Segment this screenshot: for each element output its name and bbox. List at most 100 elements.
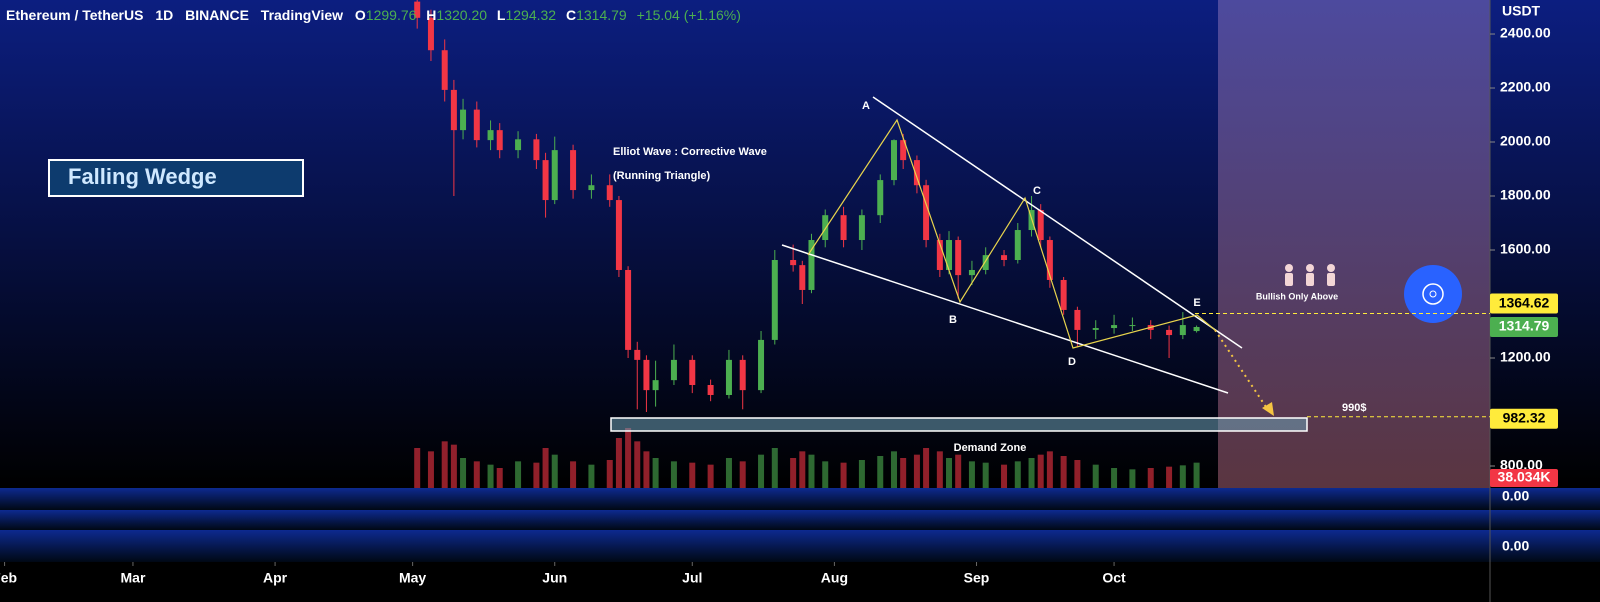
- volume-bar: [725, 458, 732, 488]
- candle-body: [790, 259, 797, 266]
- volume-bar: [670, 461, 677, 488]
- bullish-label: Bullish Only Above: [1256, 291, 1338, 301]
- interval: 1D: [155, 7, 174, 23]
- demand-zone: [610, 417, 1308, 432]
- volume-bar: [955, 454, 962, 488]
- people-icon: [1285, 264, 1335, 286]
- candle-body: [739, 359, 746, 391]
- volume-bar: [496, 468, 503, 488]
- volume-bar: [460, 458, 467, 488]
- header: Ethereum / TetherUS 1D BINANCE TradingVi…: [6, 7, 747, 23]
- candle-body: [955, 240, 962, 276]
- volume-bar: [615, 438, 622, 488]
- pattern-label: Falling Wedge: [68, 164, 217, 189]
- zone-label: Demand Zone: [954, 442, 1027, 454]
- volume-bar: [487, 464, 494, 488]
- candle-body: [460, 109, 467, 131]
- candle-body: [799, 265, 806, 290]
- volume-bar: [758, 454, 765, 488]
- candle-body: [946, 240, 953, 270]
- price-tag: [1490, 293, 1558, 314]
- projection-arrow: [1214, 329, 1269, 411]
- x-tick-label: Oct: [1102, 570, 1126, 586]
- price-tag-label: 982.32: [1503, 409, 1546, 425]
- volume-bar: [877, 456, 884, 488]
- volume-bar: [652, 458, 659, 488]
- indicator-pane: [0, 488, 1600, 510]
- volume-bar: [822, 461, 829, 488]
- candle-body: [689, 359, 696, 386]
- volume-bar: [936, 451, 943, 488]
- candle-body: [1179, 325, 1186, 336]
- candle-body: [427, 17, 434, 51]
- volume-bar: [858, 460, 865, 488]
- volume-bar: [634, 441, 641, 488]
- wave-label: D: [1068, 356, 1076, 368]
- volume-bar: [551, 454, 558, 488]
- ohlc-value: 1294.32: [505, 7, 557, 23]
- x-tick-label: Jun: [542, 570, 567, 586]
- volume-bar: [808, 454, 815, 488]
- candle-body: [1166, 329, 1173, 336]
- volume-bar: [1014, 461, 1021, 488]
- volume-bar: [946, 458, 953, 488]
- volume-bar: [625, 428, 632, 488]
- currency-label: USDT: [1502, 3, 1541, 19]
- y-tick-label: 2200.00: [1500, 79, 1551, 95]
- volume-bar: [923, 448, 930, 488]
- ohlc-value: 1299.76: [365, 7, 417, 23]
- candle-body: [414, 1, 421, 18]
- volume-tag: [1490, 469, 1558, 487]
- candle-body: [588, 185, 595, 191]
- candle-body: [450, 89, 457, 131]
- plot-area: [414, 0, 1200, 488]
- candle-body: [725, 359, 732, 395]
- x-tick-label: Aug: [821, 570, 848, 586]
- candle-body: [758, 339, 765, 391]
- candle-body: [652, 380, 659, 391]
- arrow-head: [1262, 402, 1274, 416]
- volume-bar: [1129, 469, 1136, 488]
- wave-title: Elliot Wave : Corrective Wave: [613, 146, 767, 158]
- candle-body: [643, 359, 650, 391]
- volume-bar: [1111, 468, 1118, 488]
- ohlc-value: 1320.20: [436, 7, 488, 23]
- change: +15.04 (+1.16%): [636, 7, 741, 23]
- wedge-line: [872, 96, 1243, 349]
- wedge-line: [781, 244, 1229, 394]
- last-price-tag: [1490, 317, 1558, 338]
- volume-bar: [1092, 464, 1099, 488]
- volume-bar: [1046, 451, 1053, 488]
- volume-tag-label: 38.034K: [1498, 469, 1551, 485]
- volume-bar: [891, 451, 897, 488]
- candle-body: [533, 139, 540, 161]
- candle-body: [515, 139, 522, 151]
- candle-body: [606, 185, 613, 201]
- candle-body: [496, 130, 503, 151]
- x-tick-label: Sep: [964, 570, 990, 586]
- candle-body: [1037, 210, 1044, 241]
- y-tick-label: 800.00: [1500, 457, 1543, 473]
- volume-bar: [414, 448, 421, 488]
- candle-body: [1014, 230, 1021, 260]
- wave-label: B: [949, 314, 957, 326]
- volume-bar: [900, 458, 907, 488]
- annotations: Demand Zone A B C D E Elliot Wave : Corr…: [48, 3, 1541, 554]
- volume-bar: [570, 461, 577, 488]
- pattern-box: [48, 159, 304, 197]
- volume-bar: [588, 464, 595, 488]
- exchange: BINANCE: [185, 7, 249, 23]
- volume-bar: [1193, 462, 1200, 488]
- candle-body: [858, 215, 865, 241]
- wave-label: E: [1193, 297, 1200, 309]
- indicator-pane: [0, 510, 1600, 530]
- volume-bar: [1147, 468, 1154, 488]
- volume-bar: [790, 458, 797, 488]
- price-tag-label: 1364.62: [1499, 294, 1550, 310]
- ohlc-value: 1314.79: [576, 7, 627, 23]
- candle-body: [634, 349, 641, 360]
- volume-bar: [968, 461, 975, 488]
- volume-bar: [913, 454, 920, 488]
